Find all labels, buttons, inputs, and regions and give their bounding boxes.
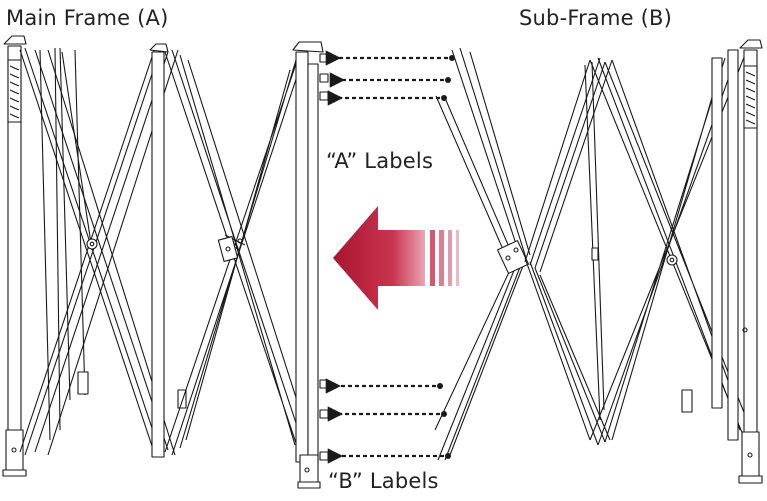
- sub-frame-truss-left: [434, 47, 531, 461]
- a-labels-text: “A” Labels: [326, 149, 434, 173]
- main-frame-truss-left: [19, 47, 179, 456]
- sub-frame-truss-center: [524, 54, 746, 446]
- connector-arrows: [325, 50, 448, 464]
- direction-arrow: [333, 206, 459, 310]
- main-frame-truss-right: [164, 49, 306, 456]
- direction-arrow-body: [333, 206, 425, 310]
- direction-arrow-stripe-2: [439, 230, 444, 286]
- main-frame-right-leg: [292, 41, 329, 489]
- b-labels-text: “B” Labels: [328, 469, 439, 493]
- main-frame: [2, 35, 329, 489]
- main-frame-left-leg: [2, 35, 27, 477]
- sub-frame-label: Sub-Frame (B): [519, 6, 673, 30]
- direction-arrow-stripe-3: [448, 230, 452, 286]
- main-frame-mid-pole: [149, 43, 187, 458]
- direction-arrow-stripe-1: [430, 230, 435, 286]
- direction-arrow-stripe-4: [456, 230, 459, 286]
- sub-frame: [434, 39, 763, 484]
- main-frame-label: Main Frame (A): [6, 6, 169, 30]
- sub-frame-right-leg: [666, 39, 763, 484]
